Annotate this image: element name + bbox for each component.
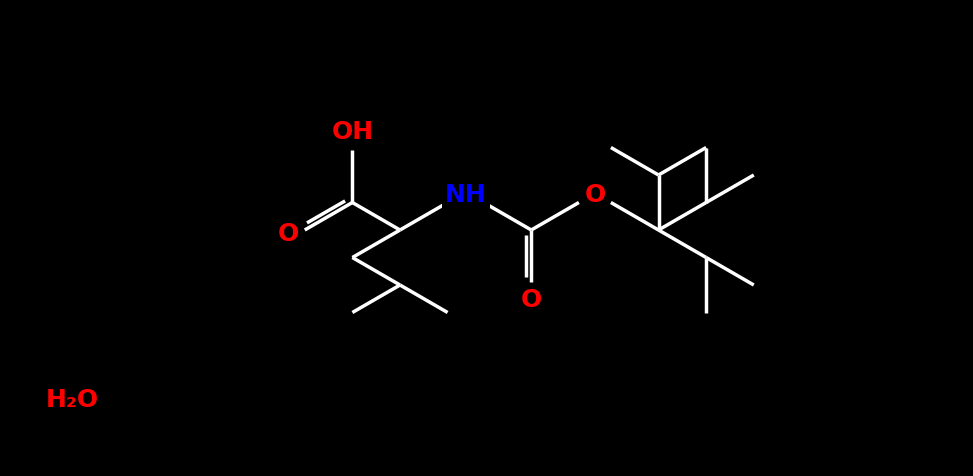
- Text: O: O: [584, 182, 605, 207]
- Text: O: O: [278, 222, 300, 246]
- Text: O: O: [521, 288, 542, 312]
- Text: H₂O: H₂O: [46, 388, 98, 412]
- Text: NH: NH: [445, 182, 486, 207]
- Text: OH: OH: [331, 120, 374, 144]
